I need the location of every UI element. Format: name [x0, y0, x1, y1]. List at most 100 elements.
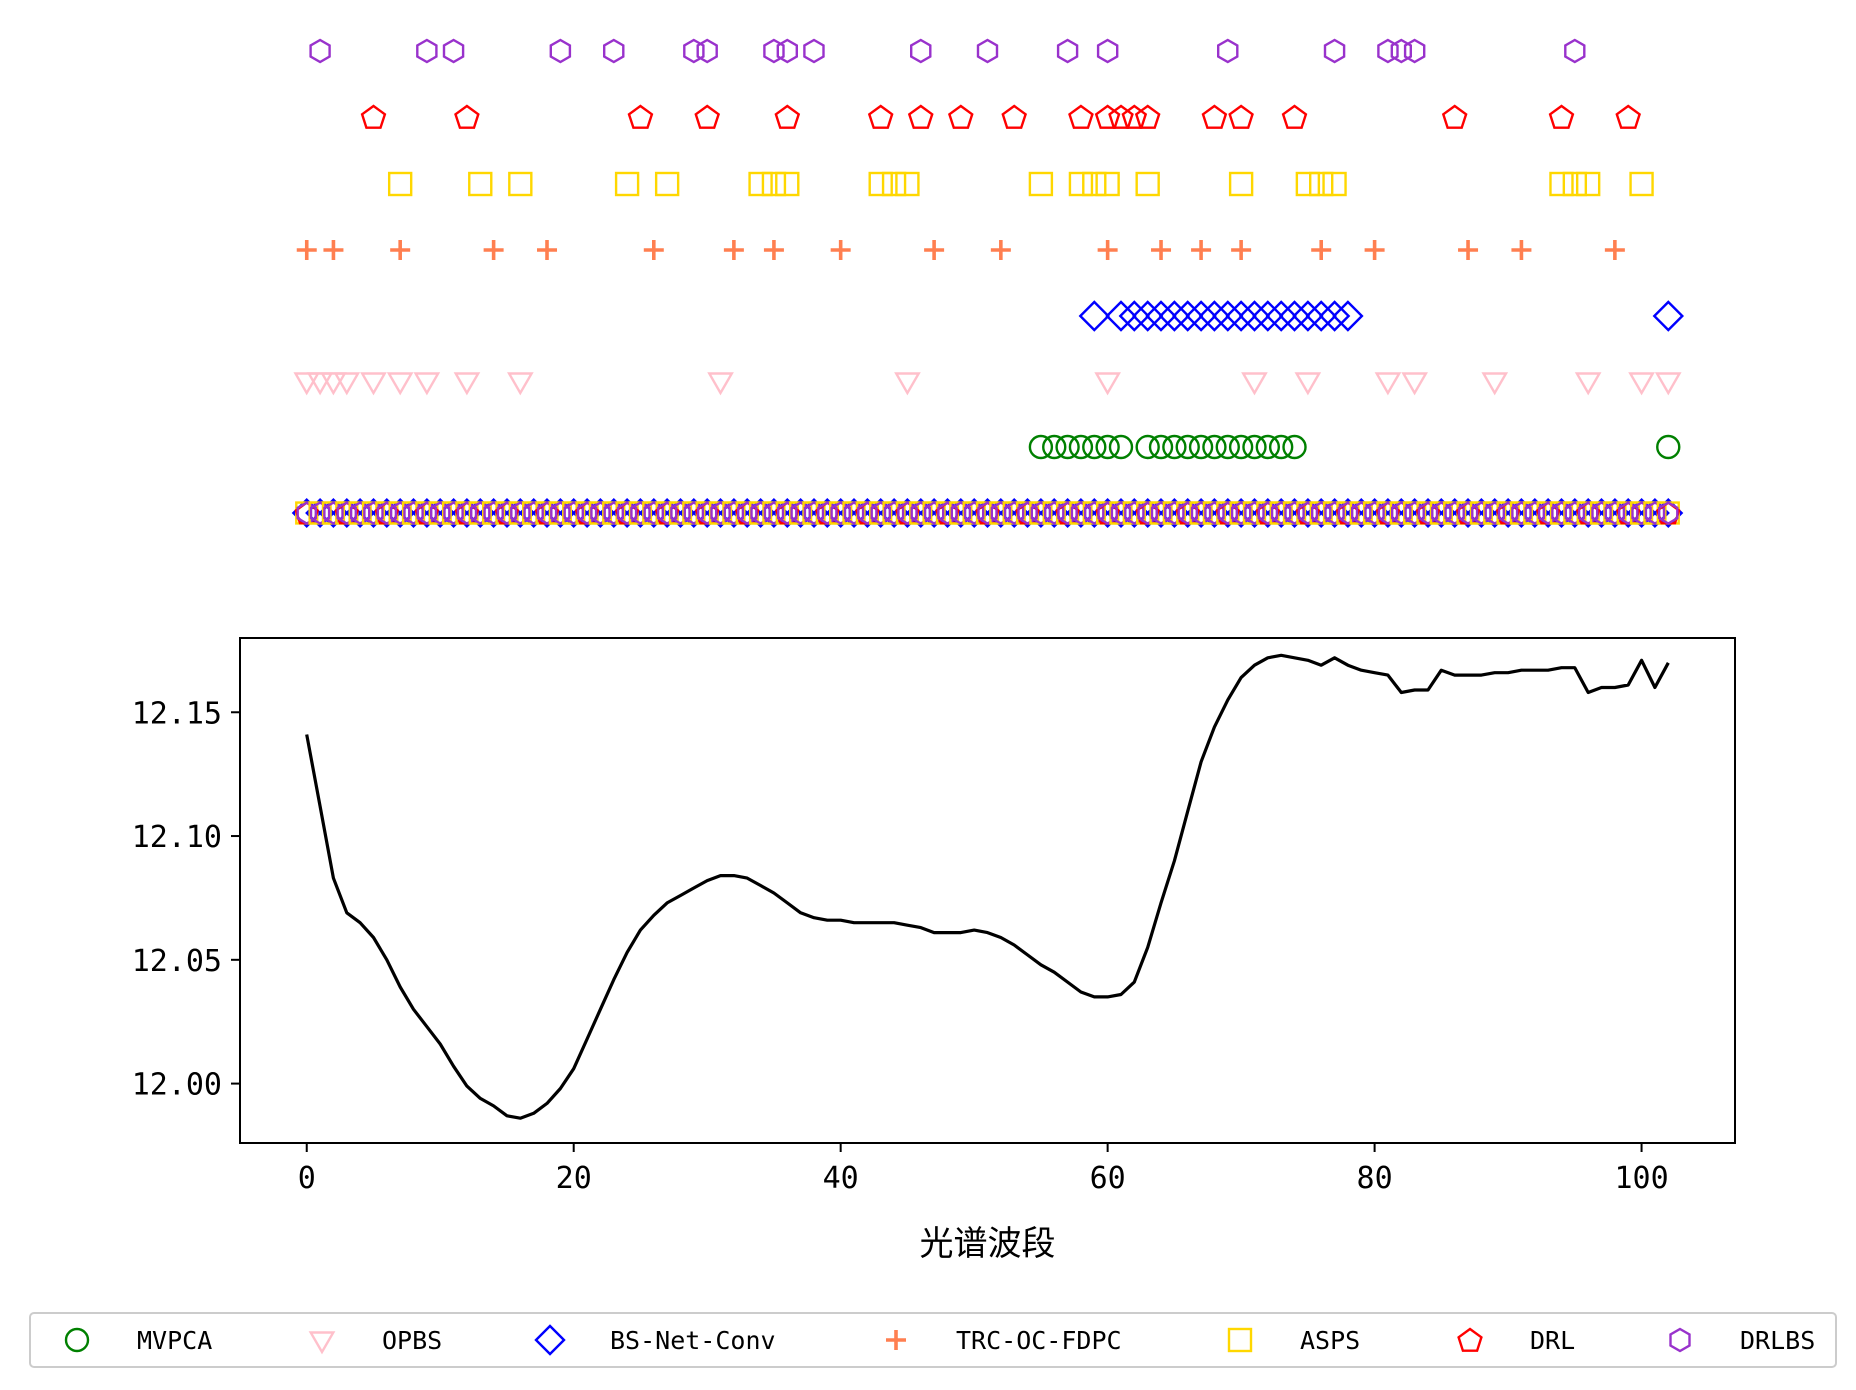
- all-band-hexagon-53: [1003, 501, 1025, 525]
- band-marker-asps-10: [895, 171, 920, 197]
- band-marker-mvpca-11: [1188, 434, 1214, 460]
- legend-marker-drlbs: [1669, 1327, 1691, 1353]
- band-marker-asps-2: [508, 171, 533, 197]
- all-band-hexagon-46: [910, 501, 931, 525]
- band-marker-opbs-16: [1481, 372, 1509, 396]
- band-marker-trc-oc-fdpc-0: [296, 240, 317, 260]
- band-marker-bs-net-conv-13: [1265, 300, 1297, 332]
- all-band-hexagon-70: [1230, 501, 1252, 525]
- band-marker-bs-net-conv-11: [1238, 300, 1271, 332]
- band-marker-bs-net-conv-16: [1305, 300, 1337, 332]
- band-marker-mvpca-2: [1055, 434, 1080, 460]
- band-marker-bs-net-conv-9: [1212, 300, 1244, 332]
- band-marker-opbs-19: [1654, 372, 1682, 396]
- band-marker-drl-17: [1441, 104, 1468, 129]
- legend-label-drlbs: DRLBS: [1740, 1326, 1815, 1355]
- legend-label-bs-net-conv: BS-Net-Conv: [610, 1326, 776, 1355]
- band-marker-asps-18: [1309, 171, 1334, 197]
- band-marker-asps-15: [1135, 171, 1160, 197]
- all-band-hexagon-39: [817, 501, 838, 525]
- all-band-hexagon-85: [1431, 501, 1452, 525]
- all-band-hexagon-74: [1284, 501, 1305, 525]
- x-tick-label-80: 80: [1357, 1161, 1393, 1196]
- all-band-hexagon-17: [523, 501, 544, 525]
- band-marker-opbs-8: [507, 372, 534, 396]
- band-marker-mvpca-7: [1135, 434, 1160, 460]
- all-band-hexagon-78: [1337, 501, 1359, 525]
- all-band-hexagon-9: [416, 501, 438, 525]
- band-marker-drlbs-15: [1323, 38, 1346, 64]
- band-marker-asps-23: [1629, 171, 1654, 197]
- band-marker-drl-8: [1001, 104, 1028, 129]
- all-band-hexagon-13: [470, 501, 491, 525]
- all-band-hexagon-102: [1657, 501, 1679, 525]
- legend-item-bs-net-conv: BS-Net-Conv: [534, 1324, 776, 1356]
- band-marker-drlbs-18: [1403, 38, 1426, 64]
- all-band-hexagon-25: [630, 501, 651, 525]
- all-band-hexagon-23: [603, 501, 624, 525]
- band-marker-asps-7: [775, 171, 800, 197]
- strip-row-all-bands: [291, 497, 1684, 529]
- band-marker-trc-oc-fdpc-3: [483, 240, 504, 260]
- band-marker-asps-0: [387, 171, 413, 197]
- band-marker-drl-9: [1068, 104, 1094, 129]
- all-band-hexagon-59: [1083, 501, 1105, 525]
- band-marker-drlbs-14: [1216, 38, 1239, 64]
- band-marker-opbs-13: [1294, 372, 1322, 396]
- all-band-hexagon-38: [803, 501, 825, 525]
- band-marker-drlbs-9: [803, 38, 825, 64]
- all-band-hexagon-15: [496, 501, 518, 525]
- band-marker-opbs-9: [707, 372, 734, 396]
- band-marker-mvpca-9: [1162, 434, 1187, 460]
- x-tick-label-20: 20: [556, 1161, 592, 1196]
- spectral-line-plot: 0 20 40 60 80 100 12.00 12.05 12.10 12.15 光谱波段: [132, 637, 1736, 1264]
- all-band-hexagon-83: [1404, 501, 1425, 525]
- band-marker-drlbs-5: [683, 38, 705, 64]
- all-band-hexagon-55: [1030, 501, 1052, 525]
- band-marker-opbs-3: [333, 372, 361, 396]
- all-band-hexagon-30: [696, 501, 718, 525]
- all-band-hexagon-90: [1497, 501, 1519, 525]
- all-band-hexagon-32: [723, 501, 745, 525]
- band-marker-asps-16: [1228, 171, 1254, 197]
- all-band-hexagon-94: [1551, 501, 1572, 525]
- all-band-hexagon-47: [923, 501, 945, 525]
- band-marker-drlbs-11: [976, 38, 999, 64]
- legend-label-drl: DRL: [1530, 1326, 1575, 1355]
- all-band-hexagon-35: [763, 501, 785, 525]
- legend-marker-trc-oc-fdpc: [886, 1330, 906, 1350]
- band-marker-mvpca-5: [1095, 434, 1120, 460]
- x-tick-label-0: 0: [298, 1161, 316, 1196]
- legend-item-asps: ASPS: [1227, 1326, 1360, 1355]
- all-band-hexagon-97: [1591, 501, 1612, 525]
- all-band-hexagon-1: [309, 501, 331, 525]
- band-marker-mvpca-8: [1148, 434, 1174, 460]
- y-tick-label-12.10: 12.10: [132, 820, 222, 855]
- all-band-hexagon-20: [563, 501, 584, 525]
- band-marker-drl-14: [1201, 104, 1228, 129]
- all-band-hexagon-7: [389, 501, 411, 525]
- all-band-hexagon-91: [1511, 501, 1532, 525]
- y-axis-ticks: 12.00 12.05 12.10 12.15: [132, 696, 240, 1103]
- band-marker-bs-net-conv-8: [1198, 300, 1231, 332]
- band-marker-drlbs-2: [442, 38, 465, 64]
- all-band-hexagon-5: [363, 501, 384, 525]
- band-marker-asps-6: [761, 171, 787, 197]
- band-marker-mvpca-1: [1042, 434, 1067, 460]
- band-marker-trc-oc-fdpc-13: [1191, 240, 1212, 260]
- all-band-hexagon-28: [670, 501, 691, 525]
- all-band-hexagon-12: [456, 501, 478, 525]
- legend-label-trc-oc-fdpc: TRC-OC-FDPC: [956, 1326, 1122, 1355]
- all-band-hexagon-95: [1564, 501, 1586, 525]
- band-marker-trc-oc-fdpc-9: [924, 240, 945, 260]
- band-marker-opbs-11: [1094, 372, 1121, 396]
- band-marker-bs-net-conv-19: [1652, 300, 1684, 332]
- all-band-hexagon-48: [937, 501, 958, 525]
- band-marker-drlbs-17: [1390, 38, 1413, 64]
- x-axis-ticks: 0 20 40 60 80 100: [298, 1143, 1669, 1196]
- all-band-hexagon-29: [683, 501, 705, 525]
- all-band-hexagon-14: [483, 501, 504, 525]
- band-marker-mvpca-4: [1082, 434, 1107, 460]
- all-band-hexagon-89: [1484, 501, 1506, 525]
- band-marker-bs-net-conv-7: [1185, 300, 1217, 332]
